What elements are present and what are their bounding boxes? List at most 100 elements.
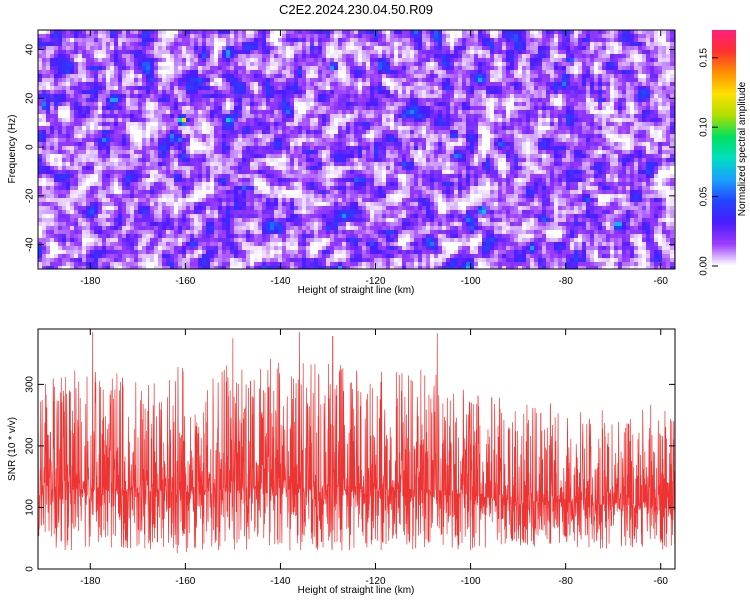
heatmap-cell	[402, 122, 406, 126]
heatmap-cell	[426, 86, 430, 90]
heatmap-cell	[418, 54, 422, 58]
heatmap-cell	[570, 46, 574, 50]
heatmap-cell	[606, 110, 610, 114]
heatmap-cell	[254, 98, 258, 102]
heatmap-cell	[198, 66, 202, 70]
heatmap-cell	[638, 118, 642, 122]
heatmap-cell	[170, 46, 174, 50]
heatmap-cell	[438, 30, 442, 34]
heatmap-cell	[306, 38, 310, 42]
heatmap-cell	[642, 118, 646, 122]
heatmap-cell	[122, 82, 126, 86]
heatmap-cell	[322, 130, 326, 134]
heatmap-cell	[526, 150, 530, 154]
heatmap-cell	[494, 34, 498, 38]
heatmap-cell	[182, 102, 186, 106]
heatmap-cell	[322, 110, 326, 114]
heatmap-cell	[386, 70, 390, 74]
heatmap-cell	[414, 82, 418, 86]
heatmap-cell	[554, 118, 558, 122]
heatmap-cell	[130, 42, 134, 46]
heatmap-cell	[498, 38, 502, 42]
heatmap-cell	[474, 134, 478, 138]
heatmap-cell	[174, 110, 178, 114]
heatmap-cell	[542, 126, 546, 130]
heatmap-cell	[254, 66, 258, 70]
heatmap-cell	[142, 86, 146, 90]
heatmap-cell	[70, 102, 74, 106]
heatmap-cell	[646, 106, 650, 110]
heatmap-cell	[310, 150, 314, 154]
heatmap-cell	[662, 70, 666, 74]
heatmap-cell	[610, 110, 614, 114]
heatmap-cell	[650, 78, 654, 82]
heatmap-cell	[666, 34, 670, 38]
heatmap-cell	[638, 102, 642, 106]
heatmap-cell	[66, 118, 70, 122]
heatmap-cell	[234, 38, 238, 42]
heatmap-cell	[414, 70, 418, 74]
heatmap-cell	[338, 114, 342, 118]
heatmap-cell	[158, 74, 162, 78]
heatmap-cell	[578, 42, 582, 46]
heatmap-cell	[62, 138, 66, 142]
heatmap-cell	[158, 98, 162, 102]
heatmap-cell	[638, 34, 642, 38]
heatmap-cell	[366, 50, 370, 54]
heatmap-cell	[262, 118, 266, 122]
heatmap-cell	[210, 70, 214, 74]
heatmap-cell	[426, 78, 430, 82]
heatmap-cell	[650, 62, 654, 66]
heatmap-cell	[158, 110, 162, 114]
heatmap-cell	[282, 58, 286, 62]
heatmap-cell	[118, 58, 122, 62]
heatmap-cell	[162, 134, 166, 138]
heatmap-cell	[622, 38, 626, 42]
heatmap-cell	[658, 30, 662, 34]
heatmap-cell	[410, 42, 414, 46]
heatmap-cell	[506, 146, 510, 150]
heatmap-cell	[210, 138, 214, 142]
heatmap-cell	[562, 90, 566, 94]
heatmap-cell	[422, 150, 426, 154]
heatmap-cell	[302, 146, 306, 150]
heatmap-cell	[86, 34, 90, 38]
heatmap-cell	[490, 62, 494, 66]
heatmap-cell	[370, 94, 374, 98]
heatmap-cell	[74, 62, 78, 66]
heatmap-cell	[98, 94, 102, 98]
heatmap-cell	[50, 46, 54, 50]
heatmap-cell	[594, 146, 598, 150]
heatmap-cell	[162, 70, 166, 74]
heatmap-cell	[290, 70, 294, 74]
heatmap-cell	[234, 34, 238, 38]
heatmap-cell	[342, 82, 346, 86]
heatmap-cell	[270, 102, 274, 106]
heatmap-cell	[618, 146, 622, 150]
heatmap-cell	[646, 98, 650, 102]
heatmap-cell	[74, 146, 78, 150]
heatmap-cell	[110, 142, 114, 146]
heatmap-cell	[378, 134, 382, 138]
heatmap-cell	[322, 46, 326, 50]
heatmap-cell	[546, 82, 550, 86]
heatmap-cell	[614, 130, 618, 134]
heatmap-cell	[566, 106, 570, 110]
heatmap-cell	[482, 54, 486, 58]
heatmap-cell	[158, 94, 162, 98]
heatmap-cell	[174, 86, 178, 90]
heatmap-cell	[186, 90, 190, 94]
heatmap-cell	[258, 46, 262, 50]
heatmap-cell	[438, 54, 442, 58]
heatmap-cell	[266, 126, 270, 130]
heatmap-cell	[478, 90, 482, 94]
heatmap-cell	[618, 82, 622, 86]
heatmap-cell	[234, 102, 238, 106]
heatmap-cell	[426, 114, 430, 118]
heatmap-cell	[558, 150, 562, 154]
heatmap-cell	[86, 86, 90, 90]
heatmap-cell	[410, 130, 414, 134]
heatmap-cell	[458, 106, 462, 110]
heatmap-cell	[390, 134, 394, 138]
heatmap-cell	[394, 102, 398, 106]
